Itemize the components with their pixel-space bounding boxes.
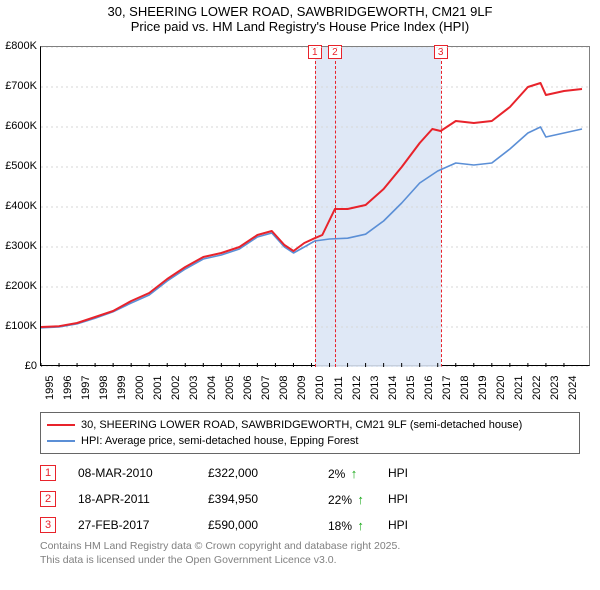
x-axis-tick-label: 1999 [116, 376, 128, 400]
x-axis-tick-label: 2021 [513, 376, 525, 400]
x-axis-tick-label: 2006 [242, 376, 254, 400]
x-axis-tick-label: 2016 [423, 376, 435, 400]
x-axis-tick-label: 2007 [260, 376, 272, 400]
chart-title: 30, SHEERING LOWER ROAD, SAWBRIDGEWORTH,… [0, 0, 600, 36]
footer-attribution: Contains HM Land Registry data © Crown c… [40, 540, 590, 567]
y-axis-tick-label: £700K [5, 80, 37, 92]
x-axis-tick-label: 2018 [459, 376, 471, 400]
chart-area: 123 £0 £100K £200K £300K £400K £500K £600K £700… [0, 36, 600, 406]
x-axis-tick-label: 2011 [333, 376, 345, 400]
transaction-marker: 1 [40, 465, 56, 481]
legend-swatch [47, 440, 75, 442]
footer-line-2: This data is licensed under the Open Gov… [40, 554, 590, 568]
transaction-marker: 2 [40, 491, 56, 507]
x-axis-tick-label: 2015 [405, 376, 417, 400]
x-axis-tick-label: 2013 [369, 376, 381, 400]
x-axis-tick-label: 2009 [296, 376, 308, 400]
x-axis-tick-label: 2001 [152, 376, 164, 400]
title-line-1: 30, SHEERING LOWER ROAD, SAWBRIDGEWORTH,… [0, 4, 600, 19]
legend-label: HPI: Average price, semi-detached house,… [81, 435, 358, 447]
series-hpi [41, 127, 582, 328]
transactions-table: 108-MAR-2010£322,0002% ↑HPI218-APR-2011£… [40, 460, 580, 538]
x-axis-tick-label: 2008 [278, 376, 290, 400]
arrow-up-icon: ↑ [357, 492, 364, 507]
transaction-pct: 18% ↑ [328, 518, 388, 533]
arrow-up-icon: ↑ [351, 466, 358, 481]
x-axis-tick-label: 2002 [170, 376, 182, 400]
x-axis-tick-label: 2023 [549, 376, 561, 400]
title-line-2: Price paid vs. HM Land Registry's House … [0, 19, 600, 34]
y-axis-tick-label: £400K [5, 200, 37, 212]
x-axis-tick-label: 2020 [495, 376, 507, 400]
transaction-hpi-label: HPI [388, 492, 428, 506]
x-axis-tick-label: 1997 [80, 376, 92, 400]
y-axis-tick-label: £500K [5, 160, 37, 172]
transaction-row: 3 27-FEB-2017£590,00018% ↑HPI [40, 512, 580, 538]
transaction-hpi-label: HPI [388, 466, 428, 480]
transaction-hpi-label: HPI [388, 518, 428, 532]
line-chart-svg [41, 47, 591, 367]
y-axis-tick-label: £800K [5, 40, 37, 52]
transaction-row: 1 08-MAR-2010£322,0002% ↑HPI [40, 460, 580, 486]
legend-label: 30, SHEERING LOWER ROAD, SAWBRIDGEWORTH,… [81, 419, 522, 431]
series-price_paid [41, 83, 582, 327]
x-axis-tick-label: 2005 [224, 376, 236, 400]
x-axis-tick-label: 2017 [441, 376, 453, 400]
x-axis-tick-label: 2000 [134, 376, 146, 400]
transaction-date: 08-MAR-2010 [78, 466, 208, 480]
arrow-up-icon: ↑ [357, 518, 364, 533]
x-axis-tick-label: 2010 [314, 376, 326, 400]
x-axis-tick-label: 2019 [477, 376, 489, 400]
legend-swatch [47, 424, 75, 426]
x-axis-tick-label: 2014 [387, 376, 399, 400]
x-axis-tick-label: 2012 [351, 376, 363, 400]
transaction-price: £322,000 [208, 466, 328, 480]
page: 30, SHEERING LOWER ROAD, SAWBRIDGEWORTH,… [0, 0, 600, 567]
legend: 30, SHEERING LOWER ROAD, SAWBRIDGEWORTH,… [40, 412, 580, 454]
transaction-marker: 3 [40, 517, 56, 533]
footer-line-1: Contains HM Land Registry data © Crown c… [40, 540, 590, 554]
x-axis-tick-label: 2022 [531, 376, 543, 400]
x-axis-tick-label: 1998 [98, 376, 110, 400]
transaction-date: 27-FEB-2017 [78, 518, 208, 532]
x-axis-tick-label: 2024 [567, 376, 579, 400]
x-axis-tick-label: 2003 [188, 376, 200, 400]
transaction-row: 2 18-APR-2011£394,95022% ↑HPI [40, 486, 580, 512]
y-axis-tick-label: £300K [5, 240, 37, 252]
legend-item: 30, SHEERING LOWER ROAD, SAWBRIDGEWORTH,… [47, 417, 573, 433]
y-axis-tick-label: £200K [5, 280, 37, 292]
transaction-pct: 2% ↑ [328, 466, 388, 481]
plot-area: 123 [40, 46, 590, 366]
legend-item: HPI: Average price, semi-detached house,… [47, 433, 573, 449]
transaction-date: 18-APR-2011 [78, 492, 208, 506]
y-axis-tick-label: £100K [5, 320, 37, 332]
y-axis-tick-label: £600K [5, 120, 37, 132]
y-axis-tick-label: £0 [25, 360, 37, 372]
transaction-price: £394,950 [208, 492, 328, 506]
transaction-pct: 22% ↑ [328, 492, 388, 507]
x-axis-tick-label: 1996 [62, 376, 74, 400]
transaction-price: £590,000 [208, 518, 328, 532]
x-axis-tick-label: 1995 [44, 376, 56, 400]
x-axis-tick-label: 2004 [206, 376, 218, 400]
